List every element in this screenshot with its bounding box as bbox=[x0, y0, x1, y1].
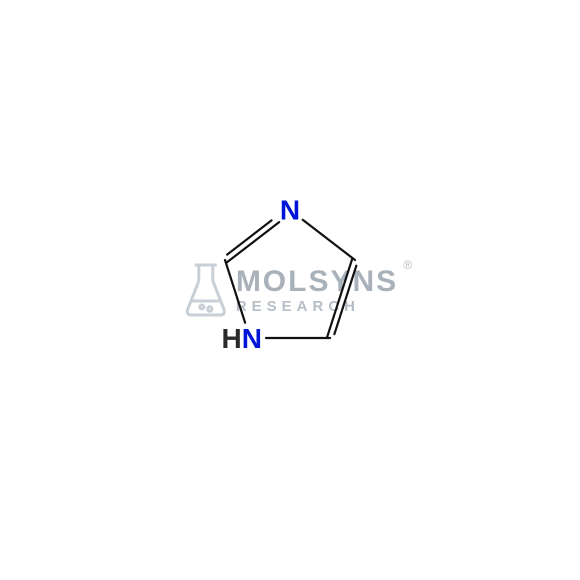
svg-text:HN: HN bbox=[222, 323, 262, 354]
canvas: MOLSYNS RESEARCH ® NHN bbox=[0, 0, 580, 580]
watermark-reg: ® bbox=[403, 259, 412, 271]
molecule-svg: N HN bbox=[190, 180, 390, 400]
svg-text:N: N bbox=[280, 195, 300, 226]
molecule-structure: N HN bbox=[190, 180, 390, 400]
